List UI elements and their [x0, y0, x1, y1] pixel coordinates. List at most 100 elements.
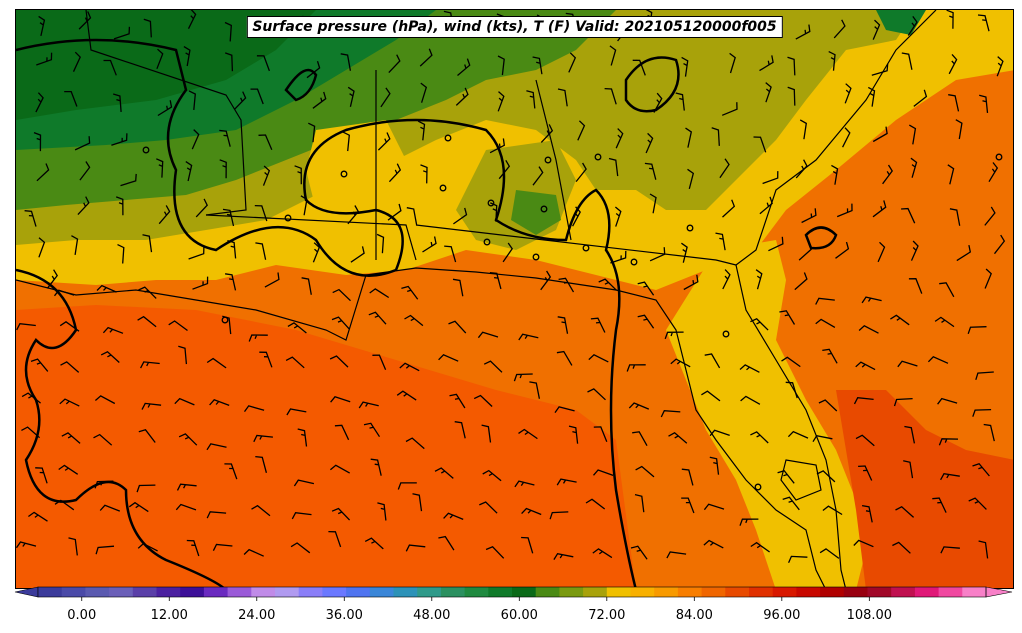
colorbar-segment: [346, 587, 371, 597]
wind-barb: [675, 92, 685, 111]
wind-barb: [103, 59, 117, 76]
wind-barb: [782, 496, 800, 511]
wind-barb: [259, 351, 273, 368]
fill-ne-green: [876, 10, 926, 35]
wind-barb: [794, 272, 808, 291]
wind-barb: [939, 282, 955, 298]
calm-marker: [686, 224, 694, 232]
wind-barb: [255, 242, 267, 260]
wind-barb: [71, 235, 79, 255]
wind-barb: [174, 397, 195, 406]
colorbar-tick-label: 0.00: [67, 608, 96, 623]
wind-barb: [405, 437, 425, 450]
wind-barb: [711, 127, 720, 146]
wind-barb: [364, 537, 384, 550]
map-canvas: [16, 10, 1013, 588]
colorbar-segment: [583, 587, 608, 597]
wind-barb: [549, 511, 569, 520]
wind-barb: [78, 11, 92, 30]
colorbar-segment: [559, 587, 584, 597]
wind-barb: [938, 438, 959, 446]
wind-barb: [955, 119, 963, 140]
wind-barb: [128, 501, 149, 513]
wind-barb: [396, 390, 417, 401]
wind-barb: [443, 512, 464, 521]
wind-barb: [136, 484, 156, 493]
wind-barb: [377, 502, 387, 521]
wind-barb: [872, 200, 887, 218]
wind-barb: [401, 285, 419, 300]
wind-barb: [483, 360, 503, 373]
wind-barb: [312, 91, 327, 109]
wind-barb: [477, 331, 499, 339]
wind-barb: [653, 92, 663, 113]
wind-barb: [54, 499, 75, 511]
wind-barb: [588, 354, 609, 363]
wind-barb: [765, 82, 772, 103]
wind-barb: [972, 408, 992, 417]
wind-barb: [46, 269, 58, 289]
wind-barb: [788, 555, 808, 564]
wind-barb: [704, 353, 721, 369]
colorbar-segment: [606, 587, 631, 597]
wind-barb: [206, 443, 227, 451]
wind-barb: [855, 434, 875, 447]
wind-barb: [113, 26, 131, 40]
colorbar-segment: [203, 587, 229, 597]
wind-barb: [72, 51, 81, 72]
wind-barb: [479, 501, 498, 514]
wind-barb: [759, 55, 774, 72]
wind-barb: [455, 87, 469, 106]
wind-barb: [867, 86, 876, 107]
wind-barb: [377, 132, 391, 151]
wind-barb: [666, 551, 687, 559]
colorbar-segment: [677, 587, 703, 597]
wind-barb: [608, 157, 619, 177]
calm-marker: [754, 483, 762, 491]
wind-barb: [984, 268, 992, 289]
wind-barb: [16, 323, 36, 331]
wind-barb: [759, 196, 773, 215]
wind-barb: [719, 158, 730, 179]
wind-barb: [100, 351, 120, 363]
wind-barb: [635, 465, 655, 478]
colorbar-border: [37, 586, 987, 598]
lake-okeechobee: [780, 459, 822, 501]
fill-darkest-green: [16, 10, 316, 120]
wind-barb: [102, 326, 124, 334]
wind-barb: [768, 236, 784, 252]
wind-barb: [556, 350, 573, 366]
isobar-small-1: [284, 68, 318, 102]
wind-barb: [21, 392, 42, 404]
wind-barb: [822, 505, 843, 516]
wind-barb: [908, 124, 917, 145]
wind-barb: [540, 270, 552, 291]
wind-barb: [553, 552, 574, 560]
calm-marker: [439, 184, 447, 192]
wind-barb: [977, 14, 990, 32]
wind-barb: [904, 425, 916, 444]
wind-barb: [30, 358, 49, 372]
wind-barb: [967, 326, 987, 335]
wind-barb: [497, 91, 505, 112]
wind-barb: [157, 100, 173, 117]
wind-barb: [835, 241, 850, 259]
wind-barb: [947, 164, 955, 185]
boundary-fl-north: [415, 224, 737, 266]
wind-barb: [739, 518, 759, 526]
wind-barb: [993, 234, 1006, 255]
wind-barb: [940, 472, 960, 481]
wind-barb: [481, 424, 492, 443]
colorbar-segment: [891, 587, 916, 597]
wind-barb: [286, 408, 307, 416]
wind-barb: [347, 205, 360, 225]
wind-barb: [984, 206, 996, 226]
wind-barb: [253, 434, 273, 443]
wind-barb: [762, 171, 779, 185]
wind-barb: [140, 361, 160, 369]
boundary-al-ga: [535, 79, 572, 241]
wind-barb: [156, 48, 164, 70]
wind-barb: [24, 210, 37, 227]
wind-barb: [453, 207, 468, 225]
wind-barb: [670, 358, 691, 368]
